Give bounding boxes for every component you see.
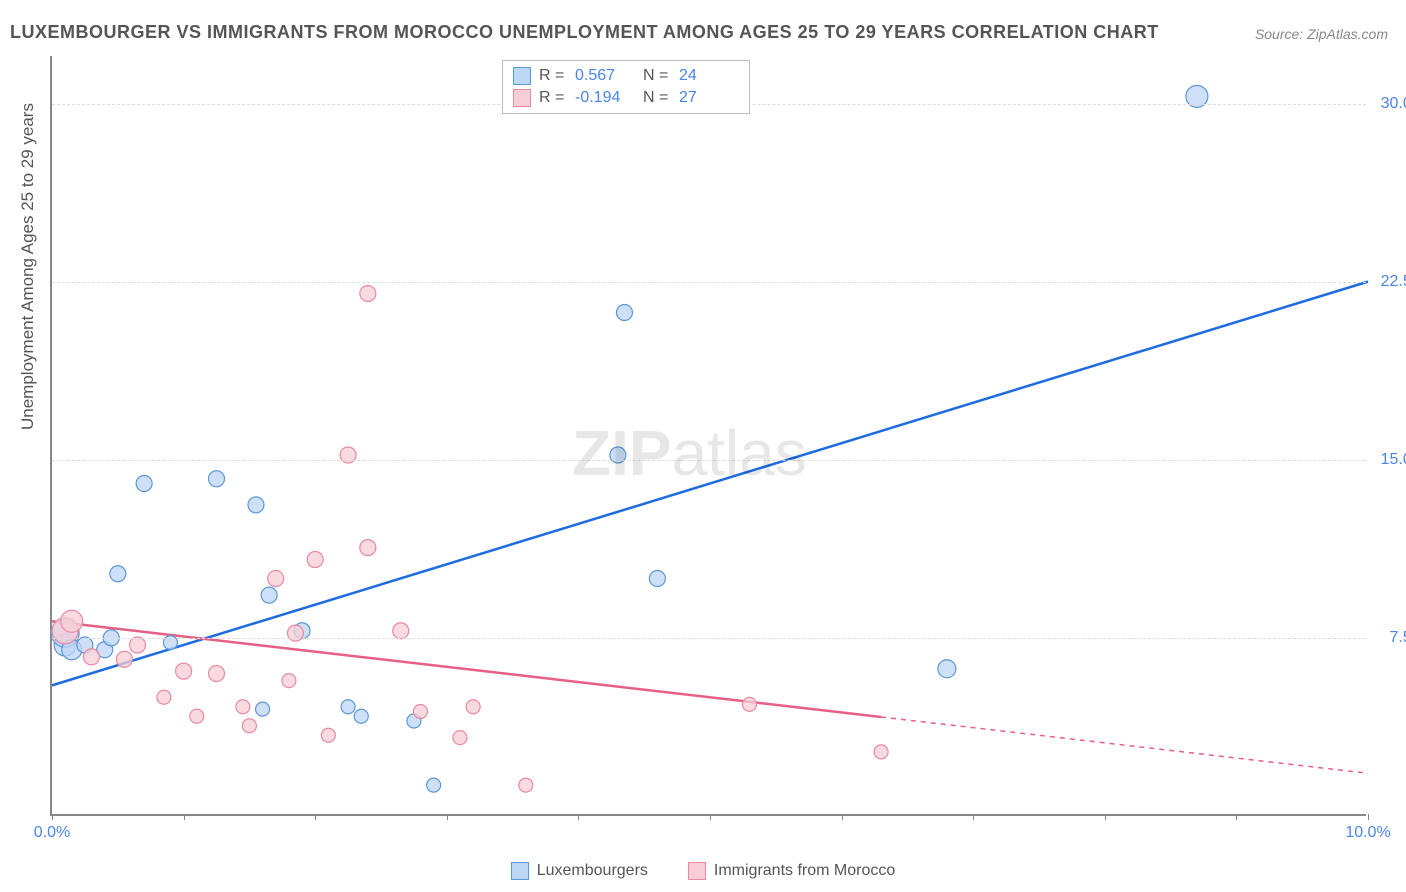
- source-label: Source: ZipAtlas.com: [1255, 26, 1388, 42]
- y-tick-label: 30.0%: [1371, 95, 1406, 113]
- x-tick: [52, 814, 53, 820]
- data-point: [360, 540, 376, 556]
- y-tick-label: 15.0%: [1371, 451, 1406, 469]
- data-point: [261, 587, 277, 603]
- trend-line: [52, 282, 1368, 686]
- data-point: [176, 663, 192, 679]
- x-tick: [1236, 814, 1237, 820]
- stat-value-r: -0.194: [575, 89, 635, 107]
- plot-area: 7.5%15.0%22.5%30.0%0.0%10.0%ZIPatlasR =0…: [50, 56, 1366, 816]
- data-point: [649, 571, 665, 587]
- data-point: [282, 674, 296, 688]
- data-point: [466, 700, 480, 714]
- data-point: [242, 719, 256, 733]
- y-tick-label: 22.5%: [1371, 273, 1406, 291]
- data-point: [427, 778, 441, 792]
- data-point: [341, 700, 355, 714]
- x-tick-label: 0.0%: [34, 824, 70, 842]
- scatter-plot-svg: [52, 56, 1366, 814]
- data-point: [519, 778, 533, 792]
- bottom-legend: Luxembourgers Immigrants from Morocco: [0, 862, 1406, 880]
- x-tick-label: 10.0%: [1345, 824, 1390, 842]
- data-point: [938, 660, 956, 678]
- x-tick: [973, 814, 974, 820]
- data-point: [307, 552, 323, 568]
- bottom-legend-item: Luxembourgers: [511, 862, 648, 880]
- stat-value-r: 0.567: [575, 67, 635, 85]
- stat-value-n: 24: [679, 67, 739, 85]
- gridline: [52, 638, 1366, 639]
- stat-label-r: R =: [539, 89, 567, 107]
- data-point: [874, 745, 888, 759]
- data-point: [413, 705, 427, 719]
- data-point: [110, 566, 126, 582]
- data-point: [61, 610, 83, 632]
- correlation-legend: R = 0.567 N = 24 R = -0.194 N = 27: [502, 60, 750, 114]
- x-tick: [184, 814, 185, 820]
- x-tick: [1105, 814, 1106, 820]
- gridline: [52, 460, 1366, 461]
- legend-row: R = 0.567 N = 24: [513, 65, 739, 87]
- legend-swatch: [688, 862, 706, 880]
- data-point: [83, 649, 99, 665]
- gridline: [52, 282, 1366, 283]
- chart-title: LUXEMBOURGER VS IMMIGRANTS FROM MOROCCO …: [10, 22, 1159, 43]
- stat-label-n: N =: [643, 67, 671, 85]
- data-point: [453, 731, 467, 745]
- trend-line-dashed: [881, 717, 1368, 773]
- legend-row: R = -0.194 N = 27: [513, 87, 739, 109]
- stat-label-n: N =: [643, 89, 671, 107]
- y-tick-label: 7.5%: [1371, 629, 1406, 647]
- bottom-legend-item: Immigrants from Morocco: [688, 862, 895, 880]
- x-tick: [447, 814, 448, 820]
- data-point: [393, 623, 409, 639]
- data-point: [742, 697, 756, 711]
- legend-label: Immigrants from Morocco: [714, 862, 895, 880]
- data-point: [616, 305, 632, 321]
- legend-swatch: [513, 89, 531, 107]
- chart-container: LUXEMBOURGER VS IMMIGRANTS FROM MOROCCO …: [0, 0, 1406, 892]
- data-point: [209, 666, 225, 682]
- x-tick: [315, 814, 316, 820]
- data-point: [157, 690, 171, 704]
- stat-label-r: R =: [539, 67, 567, 85]
- data-point: [116, 651, 132, 667]
- data-point: [130, 637, 146, 653]
- data-point: [209, 471, 225, 487]
- x-tick: [578, 814, 579, 820]
- x-tick: [842, 814, 843, 820]
- y-axis-title: Unemployment Among Ages 25 to 29 years: [18, 103, 38, 430]
- data-point: [354, 709, 368, 723]
- stat-value-n: 27: [679, 89, 739, 107]
- data-point: [248, 497, 264, 513]
- legend-swatch: [513, 67, 531, 85]
- x-tick: [710, 814, 711, 820]
- data-point: [236, 700, 250, 714]
- legend-swatch: [511, 862, 529, 880]
- x-tick: [1368, 814, 1369, 820]
- data-point: [321, 728, 335, 742]
- data-point: [136, 476, 152, 492]
- legend-label: Luxembourgers: [537, 862, 648, 880]
- data-point: [268, 571, 284, 587]
- data-point: [360, 286, 376, 302]
- data-point: [190, 709, 204, 723]
- data-point: [256, 702, 270, 716]
